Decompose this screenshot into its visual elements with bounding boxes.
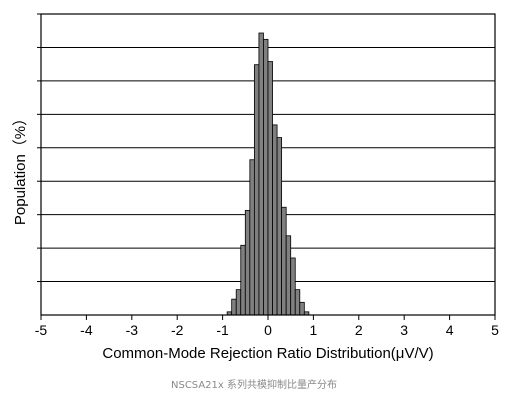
histogram-bar <box>281 206 287 316</box>
x-tick-label: -3 <box>126 322 139 338</box>
histogram-bar <box>231 298 237 316</box>
x-tick-label: 3 <box>400 322 408 338</box>
x-tick-label: -4 <box>80 322 93 338</box>
histogram-bar <box>294 289 301 316</box>
x-tick-label: -5 <box>35 322 48 338</box>
histogram-bar <box>276 137 283 316</box>
histogram-bar <box>299 301 305 316</box>
histogram-bar <box>290 257 296 316</box>
x-tick-label: 1 <box>310 322 318 338</box>
histogram-bars <box>226 32 310 316</box>
histogram-bar <box>285 235 292 316</box>
x-tick-label: -1 <box>216 322 229 338</box>
histogram-bar <box>235 289 242 316</box>
histogram-bar <box>258 32 264 316</box>
x-tick-label: 0 <box>264 322 272 338</box>
histogram-bar <box>272 124 278 316</box>
histogram-bar <box>253 64 260 316</box>
histogram-bar <box>267 61 273 316</box>
x-tick-label: -2 <box>171 322 184 338</box>
x-tick-label: 2 <box>355 322 363 338</box>
x-tick-label: 4 <box>446 322 454 338</box>
histogram-bar <box>249 159 255 316</box>
histogram-chart: -5 -4 -3 -2 -1 0 1 2 3 4 5 Common-Mode Rejection R… <box>12 13 499 362</box>
histogram-bar <box>263 38 269 316</box>
histogram-bar <box>240 244 246 316</box>
figure-caption: NSCSA21x 系列共模抑制比量产分布 <box>170 380 337 391</box>
y-axis-label: Population（%） <box>12 111 29 225</box>
x-axis-label: Common-Mode Rejection Ratio Distribution… <box>102 345 433 362</box>
x-tick-label: 5 <box>491 322 499 338</box>
histogram-bar <box>244 210 251 316</box>
x-axis-ticks: -5 -4 -3 -2 -1 0 1 2 3 4 5 <box>35 315 499 338</box>
